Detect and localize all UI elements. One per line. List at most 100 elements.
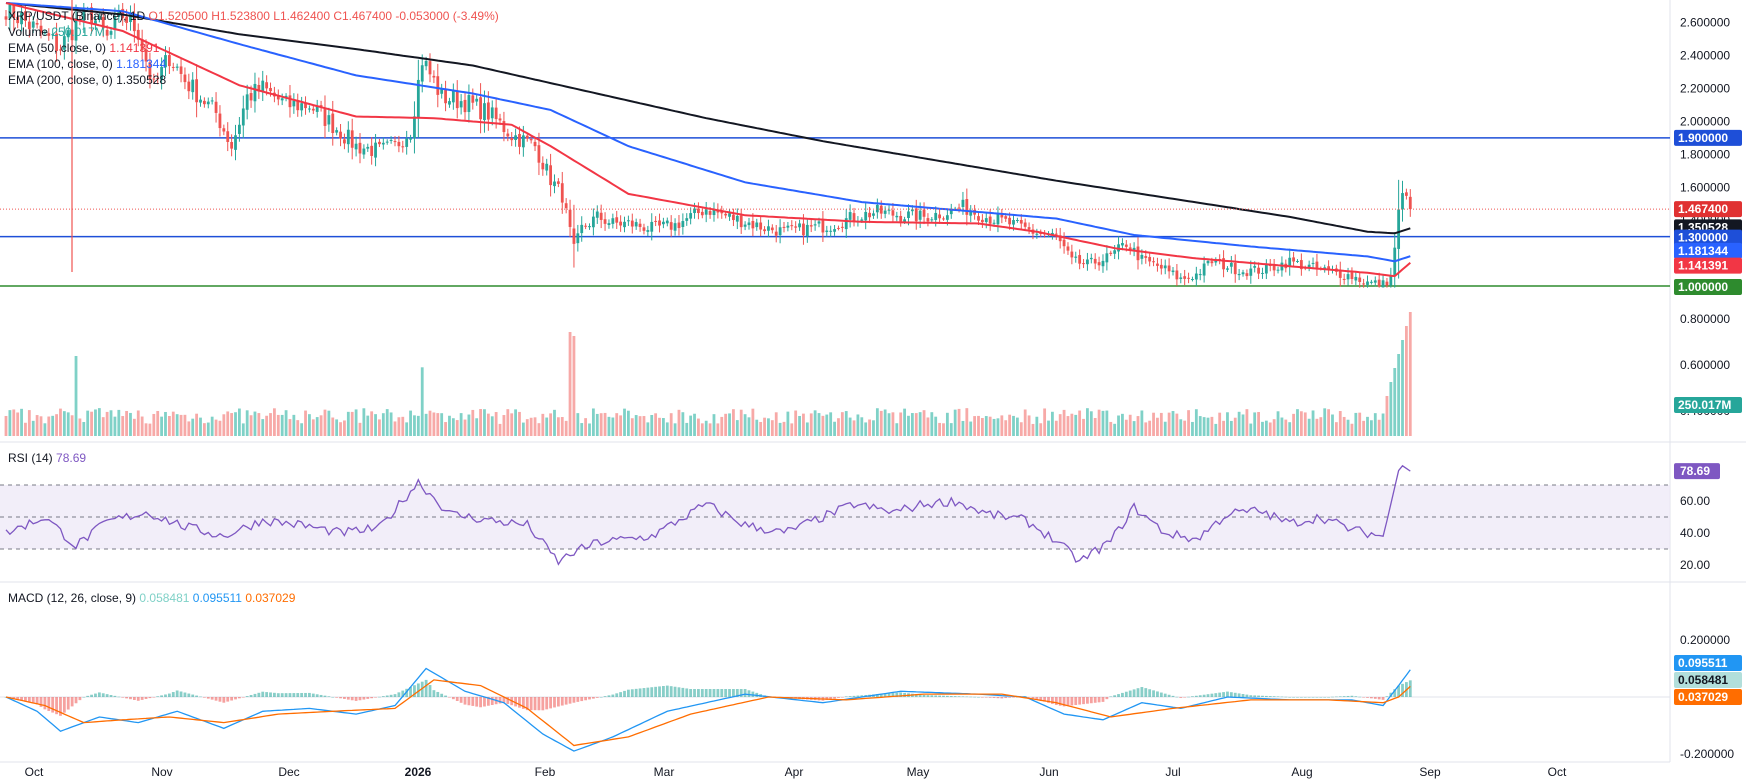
candle-body bbox=[514, 135, 517, 140]
volume-bar bbox=[1031, 423, 1035, 436]
candle-body bbox=[665, 220, 669, 224]
volume-bar bbox=[961, 420, 965, 436]
volume-bar bbox=[31, 420, 35, 436]
price-tick-label: 2.200000 bbox=[1680, 82, 1730, 96]
candle-body bbox=[12, 3, 16, 19]
candle-body bbox=[109, 31, 113, 35]
candle-body bbox=[833, 229, 836, 232]
volume-bar bbox=[1280, 417, 1284, 436]
macd-hist-bar bbox=[891, 693, 895, 697]
volume-bar bbox=[164, 411, 167, 436]
tag-ema50: 1.141391 bbox=[1678, 259, 1728, 273]
ema100-line bbox=[5, 2, 1411, 263]
ema200-line bbox=[5, 2, 1411, 235]
ema200-label[interactable]: EMA (200, close, 0) bbox=[8, 73, 113, 87]
candle-body bbox=[1202, 263, 1206, 276]
macd-hist-bar bbox=[677, 687, 681, 697]
macd-hist-bar bbox=[848, 696, 852, 697]
macd-label[interactable]: MACD (12, 26, close, 9) bbox=[8, 591, 137, 605]
volume-bar bbox=[199, 417, 202, 436]
candle-body bbox=[358, 142, 362, 154]
time-tick-label: Aug bbox=[1291, 765, 1312, 779]
volume-bar bbox=[117, 409, 121, 436]
volume-bar bbox=[1027, 415, 1031, 436]
rsi-tick-label: 20.00 bbox=[1680, 558, 1710, 572]
symbol-title[interactable]: XRP/USDT (Binance), 1D bbox=[8, 9, 146, 23]
macd-hist-bar bbox=[856, 695, 860, 697]
volume-bar bbox=[74, 356, 78, 436]
rsi-label[interactable]: RSI (14) bbox=[8, 451, 53, 465]
macd-hist-bar bbox=[1004, 697, 1008, 699]
volume-bar bbox=[1140, 410, 1144, 436]
macd-hist-bar bbox=[1074, 697, 1078, 706]
tag-rsi-bg bbox=[1674, 463, 1720, 480]
ema50-label[interactable]: EMA (50, close, 0) bbox=[8, 41, 107, 55]
candle-body bbox=[681, 221, 685, 227]
candle-body bbox=[261, 80, 265, 92]
volume-bar bbox=[440, 413, 444, 436]
volume-bar bbox=[895, 423, 899, 436]
volume-bar bbox=[300, 423, 304, 436]
candle-body bbox=[346, 129, 350, 145]
volume-bar bbox=[113, 416, 117, 436]
macd-hist-bar bbox=[980, 697, 984, 698]
volume-bar bbox=[1132, 421, 1136, 436]
candle-body bbox=[1369, 281, 1373, 283]
time-tick-label: Apr bbox=[785, 765, 804, 779]
volume-bar bbox=[171, 411, 175, 436]
candle-body bbox=[94, 20, 97, 25]
candle-body bbox=[269, 88, 272, 92]
volume-bar bbox=[156, 410, 160, 436]
volume-bar bbox=[1012, 415, 1015, 436]
volume-bar bbox=[1268, 422, 1272, 436]
volume-bar bbox=[1198, 416, 1202, 436]
macd-hist-bar bbox=[961, 696, 965, 697]
candle-body bbox=[724, 213, 728, 216]
volume-bar bbox=[315, 417, 319, 436]
volume-bar bbox=[475, 418, 479, 436]
macd-hist-bar bbox=[70, 697, 74, 707]
macd-hist-bar bbox=[1214, 693, 1218, 697]
ema100-label[interactable]: EMA (100, close, 0) bbox=[8, 57, 113, 71]
volume-bar bbox=[8, 410, 12, 436]
macd-hist-bar bbox=[451, 697, 455, 700]
candle-body bbox=[658, 220, 661, 226]
candle-body bbox=[1292, 257, 1295, 262]
candle-body bbox=[875, 204, 879, 213]
candle-body bbox=[549, 165, 552, 186]
macd-hist-bar bbox=[424, 679, 428, 697]
candle-body bbox=[553, 181, 556, 187]
macd-hist-bar bbox=[992, 697, 996, 698]
macd-hist-bar bbox=[1292, 697, 1295, 698]
volume-bar bbox=[864, 422, 868, 436]
volume-label[interactable]: Volume bbox=[8, 25, 49, 39]
tag-level-1-0-bg bbox=[1674, 279, 1742, 295]
macd-hist-bar bbox=[984, 697, 988, 698]
volume-bar bbox=[234, 412, 237, 436]
candle-body bbox=[490, 107, 494, 119]
candle-body bbox=[1253, 266, 1257, 268]
macd-hist-bar bbox=[218, 697, 222, 702]
volume-bar bbox=[1124, 419, 1128, 436]
candle-body bbox=[1101, 260, 1105, 267]
volume-bar bbox=[1323, 408, 1327, 436]
macd-hist-bar bbox=[62, 697, 66, 713]
macd-hist-bar bbox=[988, 697, 992, 698]
macd-hist-bar bbox=[238, 697, 241, 699]
volume-bar bbox=[634, 415, 638, 436]
macd-hist-bar bbox=[945, 695, 949, 697]
volume-bar bbox=[451, 418, 455, 436]
candle-body bbox=[584, 225, 588, 227]
candle-body bbox=[591, 216, 595, 228]
volume-bar bbox=[728, 413, 731, 436]
macd-hist-bar bbox=[440, 693, 444, 697]
volume-bar bbox=[802, 413, 805, 436]
candle-body bbox=[459, 101, 463, 108]
volume-bar bbox=[907, 415, 910, 436]
volume-bar bbox=[1381, 413, 1385, 436]
macd-hist-bar bbox=[257, 692, 261, 697]
candle-body bbox=[148, 62, 152, 79]
candle-body bbox=[1206, 261, 1210, 264]
macd-hist-bar bbox=[584, 697, 588, 701]
